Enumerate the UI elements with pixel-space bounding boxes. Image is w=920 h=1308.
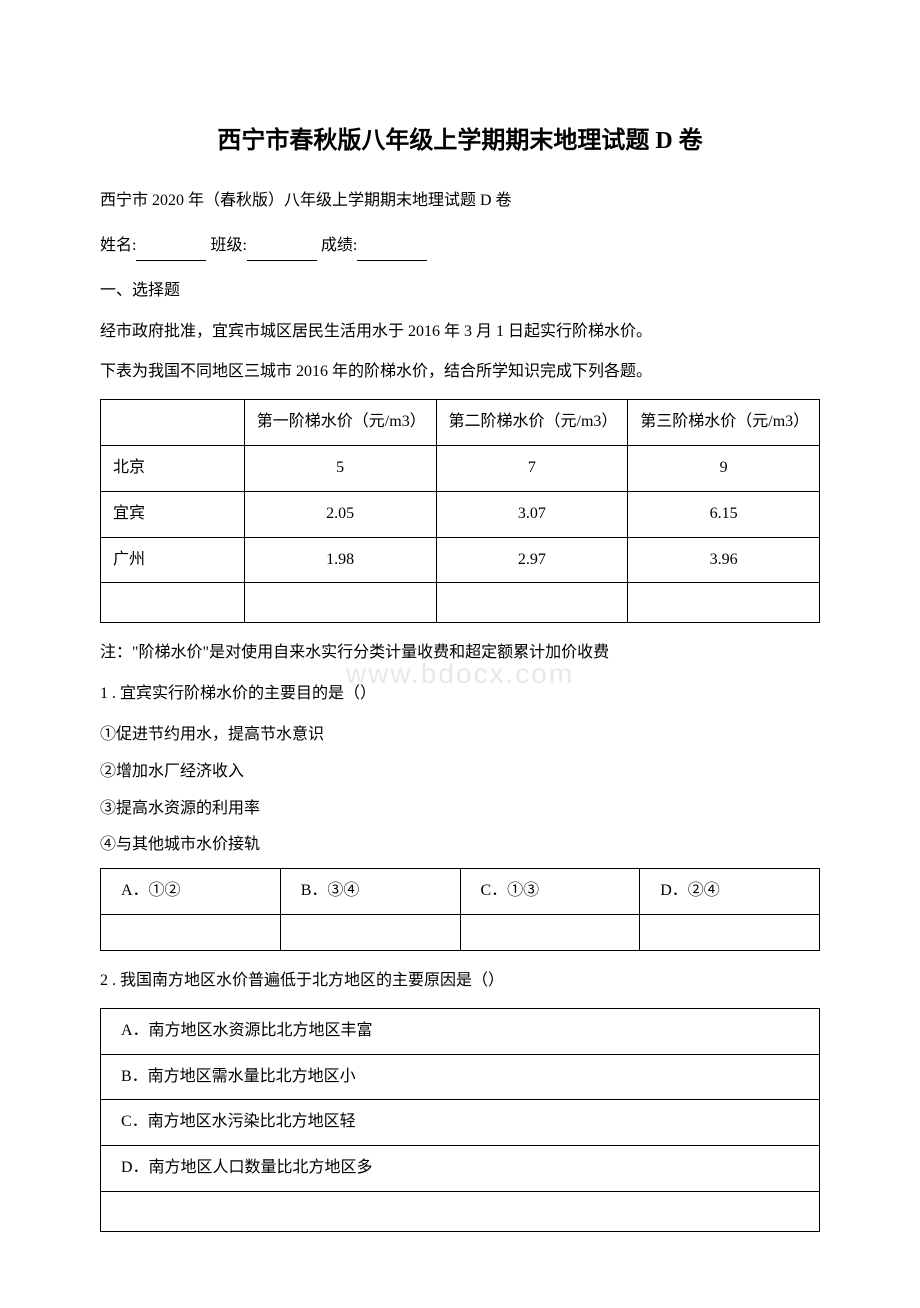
table-header-cell: 第一阶梯水价（元/m3） (244, 400, 436, 446)
score-blank (357, 242, 427, 261)
table-row: A．南方地区水资源比北方地区丰富 (101, 1008, 820, 1054)
option-a: A．①② (101, 869, 281, 915)
q1-option-3: ③提高水资源的利用率 (100, 795, 820, 824)
table-cell: 5 (244, 445, 436, 491)
table-header-cell (101, 400, 245, 446)
table-cell: 9 (628, 445, 820, 491)
q1-options-table: A．①② B．③④ C．①③ D．②④ (100, 868, 820, 951)
page-title: 西宁市春秋版八年级上学期期末地理试题 D 卷 (100, 120, 820, 163)
table-row: A．①② B．③④ C．①③ D．②④ (101, 869, 820, 915)
table-row: D．南方地区人口数量比北方地区多 (101, 1146, 820, 1192)
class-blank (247, 242, 317, 261)
option-a: A．南方地区水资源比北方地区丰富 (101, 1008, 820, 1054)
q1-option-1: ①促进节约用水，提高节水意识 (100, 721, 820, 750)
table-cell: 7 (436, 445, 628, 491)
table-header-cell: 第三阶梯水价（元/m3） (628, 400, 820, 446)
table-cell (280, 914, 460, 950)
table-cell: 3.07 (436, 491, 628, 537)
table-cell: 北京 (101, 445, 245, 491)
table-row: 广州 1.98 2.97 3.96 (101, 537, 820, 583)
table-row: 宜宾 2.05 3.07 6.15 (101, 491, 820, 537)
table-row: B．南方地区需水量比北方地区小 (101, 1054, 820, 1100)
name-label: 姓名: (100, 237, 136, 254)
note: 注："阶梯水价"是对使用自来水实行分类计量收费和超定额累计加价收费 (100, 639, 820, 668)
table-header-cell: 第二阶梯水价（元/m3） (436, 400, 628, 446)
table-cell (640, 914, 820, 950)
score-label: 成绩: (321, 237, 357, 254)
option-c: C．①③ (460, 869, 640, 915)
table-cell (244, 583, 436, 623)
table-header-row: 第一阶梯水价（元/m3） 第二阶梯水价（元/m3） 第三阶梯水价（元/m3） (101, 400, 820, 446)
form-line: 姓名: 班级: 成绩: (100, 232, 820, 261)
option-d: D．②④ (640, 869, 820, 915)
table-cell (101, 914, 281, 950)
table-cell (460, 914, 640, 950)
q2-options-table: A．南方地区水资源比北方地区丰富 B．南方地区需水量比北方地区小 C．南方地区水… (100, 1008, 820, 1232)
q1-option-2: ②增加水厂经济收入 (100, 758, 820, 787)
subtitle: 西宁市 2020 年（春秋版）八年级上学期期末地理试题 D 卷 (100, 187, 820, 216)
table-cell (101, 1191, 820, 1231)
intro-paragraph-2: 下表为我国不同地区三城市 2016 年的阶梯水价，结合所学知识完成下列各题。 (100, 358, 820, 387)
table-row-empty (101, 914, 820, 950)
intro-paragraph-1: 经市政府批准，宜宾市城区居民生活用水于 2016 年 3 月 1 日起实行阶梯水… (100, 318, 820, 347)
table-cell (436, 583, 628, 623)
option-c: C．南方地区水污染比北方地区轻 (101, 1100, 820, 1146)
option-b: B．③④ (280, 869, 460, 915)
name-blank (136, 242, 206, 261)
q1-option-4: ④与其他城市水价接轨 (100, 831, 820, 860)
table-cell: 广州 (101, 537, 245, 583)
table-cell: 3.96 (628, 537, 820, 583)
table-cell: 1.98 (244, 537, 436, 583)
q1-stem: 1 . 宜宾实行阶梯水价的主要目的是（） (100, 680, 820, 709)
table-cell: 宜宾 (101, 491, 245, 537)
table-row: C．南方地区水污染比北方地区轻 (101, 1100, 820, 1146)
table-cell (628, 583, 820, 623)
table-cell: 6.15 (628, 491, 820, 537)
price-table: 第一阶梯水价（元/m3） 第二阶梯水价（元/m3） 第三阶梯水价（元/m3） 北… (100, 399, 820, 623)
table-cell: 2.05 (244, 491, 436, 537)
table-row-empty (101, 583, 820, 623)
table-row-empty (101, 1191, 820, 1231)
option-d: D．南方地区人口数量比北方地区多 (101, 1146, 820, 1192)
section-header: 一、选择题 (100, 277, 820, 306)
table-cell: 2.97 (436, 537, 628, 583)
option-b: B．南方地区需水量比北方地区小 (101, 1054, 820, 1100)
table-row: 北京 5 7 9 (101, 445, 820, 491)
q2-stem: 2 . 我国南方地区水价普遍低于北方地区的主要原因是（） (100, 967, 820, 996)
class-label: 班级: (210, 237, 246, 254)
table-cell (101, 583, 245, 623)
